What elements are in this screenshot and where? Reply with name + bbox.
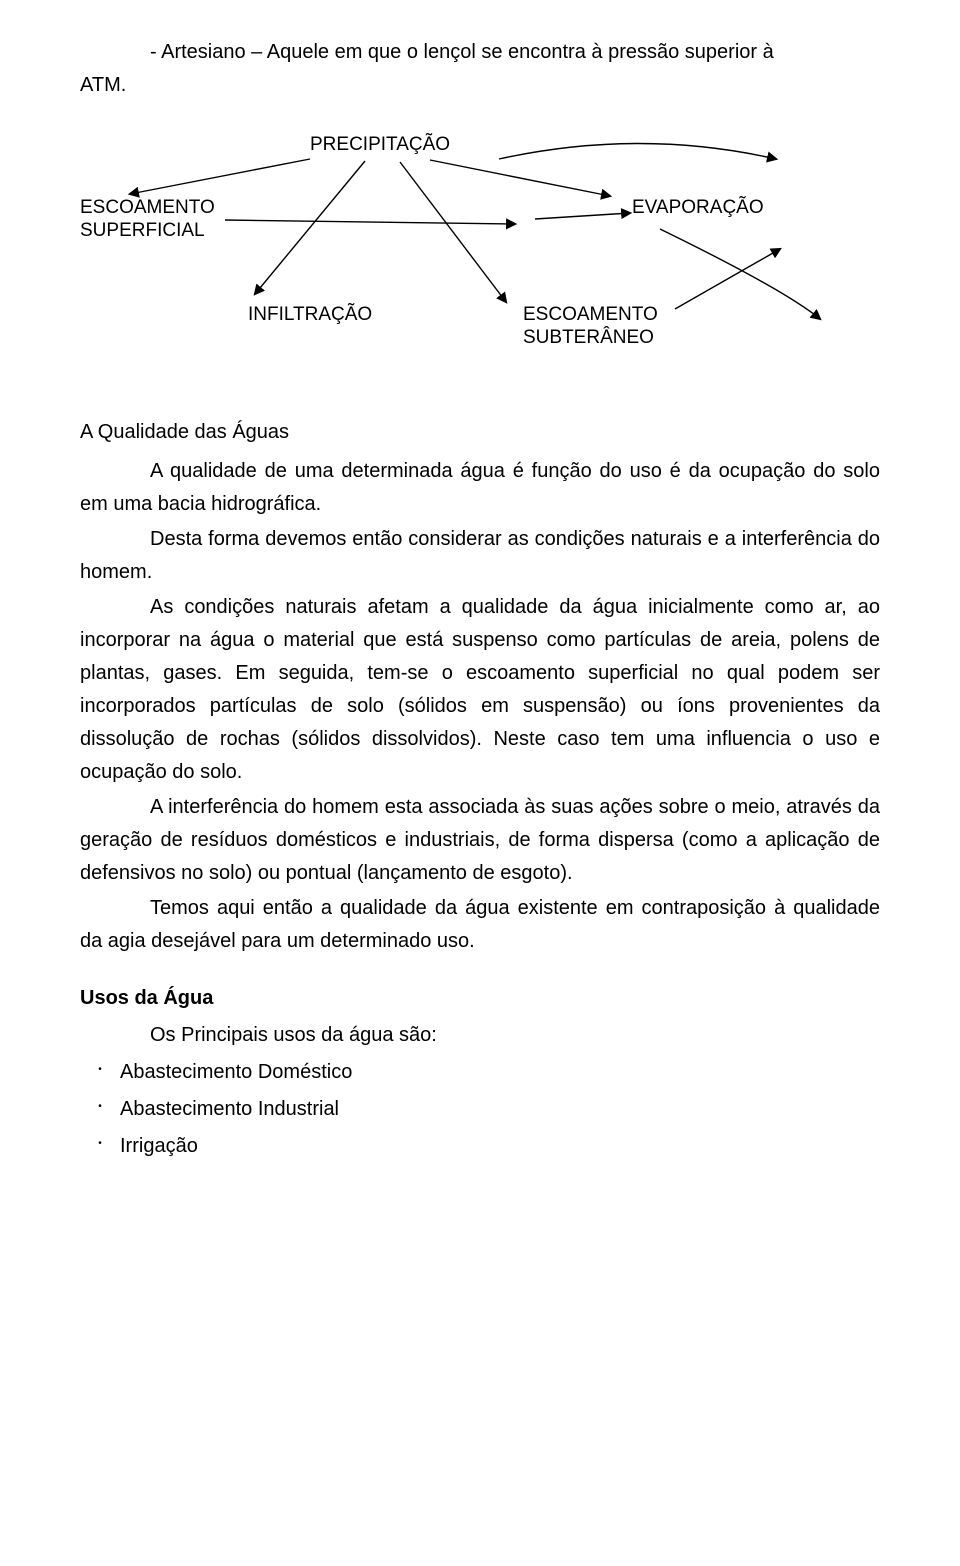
intro-line1: - Artesiano – Aquele em que o lençol se … [80, 36, 880, 69]
paragraph-1: A qualidade de uma determinada água é fu… [80, 455, 880, 521]
list-item: • Abastecimento Industrial [80, 1093, 880, 1126]
usos-heading: Usos da Água [80, 982, 880, 1015]
label-esc-sup-l2: SUPERFICIAL [80, 220, 205, 241]
section-title: A Qualidade das Águas [80, 416, 880, 449]
list-item: • Irrigação [80, 1130, 880, 1163]
label-precipitacao: PRECIPITAÇÃO [310, 134, 450, 157]
label-escoamento-superficial: ESCOAMENTO SUPERFICIAL [80, 197, 215, 243]
list-item-label: Abastecimento Doméstico [120, 1056, 880, 1089]
paragraph-4: A interferência do homem esta associada … [80, 791, 880, 890]
label-esc-sub-l2: SUBTERÂNEO [523, 327, 654, 348]
label-infiltracao: INFILTRAÇÃO [248, 304, 372, 327]
bullet-icon: • [80, 1056, 120, 1084]
intro-block: - Artesiano – Aquele em que o lençol se … [80, 36, 880, 102]
paragraph-3: As condições naturais afetam a qualidade… [80, 591, 880, 789]
water-cycle-diagram: PRECIPITAÇÃO ESCOAMENTO SUPERFICIAL EVAP… [80, 114, 880, 404]
list-item-label: Irrigação [120, 1130, 880, 1163]
paragraph-5: Temos aqui então a qualidade da água exi… [80, 892, 880, 958]
usos-intro: Os Principais usos da água são: [80, 1019, 880, 1052]
label-esc-sub-l1: ESCOAMENTO [523, 304, 658, 325]
list-item-label: Abastecimento Industrial [120, 1093, 880, 1126]
bullet-icon: • [80, 1093, 120, 1121]
label-evaporacao: EVAPORAÇÃO [632, 197, 764, 220]
diagram-arrows [80, 114, 880, 404]
label-esc-sup-l1: ESCOAMENTO [80, 197, 215, 218]
list-item: • Abastecimento Doméstico [80, 1056, 880, 1089]
label-escoamento-subterraneo: ESCOAMENTO SUBTERÂNEO [523, 304, 658, 350]
bullet-icon: • [80, 1130, 120, 1158]
intro-line2: ATM. [80, 69, 880, 102]
paragraph-2: Desta forma devemos então considerar as … [80, 523, 880, 589]
